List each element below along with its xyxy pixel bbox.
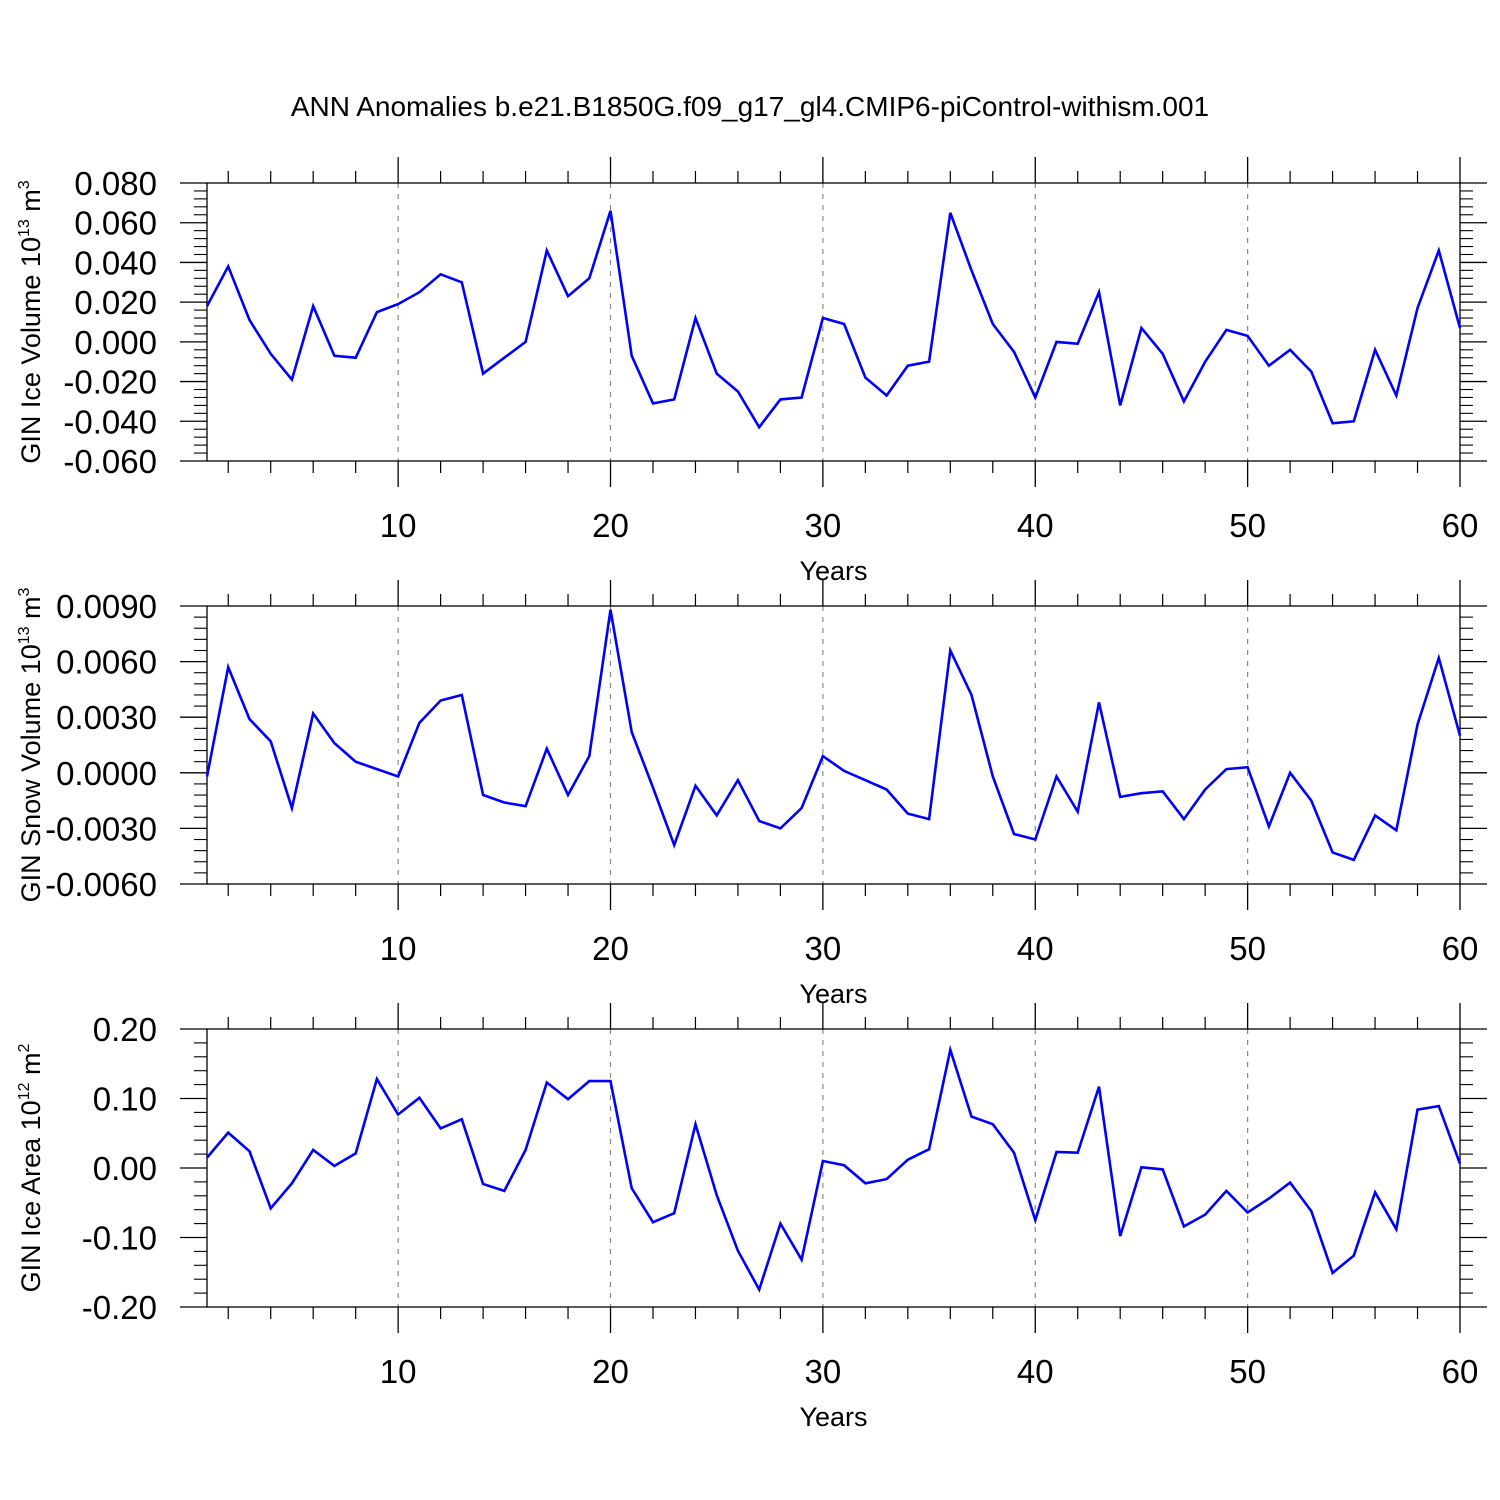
x-tick-label: 10 [380, 1353, 417, 1390]
panel-1: 10 20 30 40 50 60 -0.060-0.040-0.0200.0000.020… [16, 157, 1487, 586]
y-tick-label: 0.040 [74, 244, 157, 281]
y-axis-title-unit: m [16, 596, 46, 626]
x-tick-label: 50 [1229, 507, 1266, 544]
x-tick-label: 60 [1442, 930, 1479, 967]
x-tick-label: 40 [1017, 1353, 1054, 1390]
y-tick-label: 0.0060 [56, 644, 157, 681]
x-axis-title: Years [799, 1402, 867, 1432]
y-axis-title-text: GIN Ice Area 10 [16, 1100, 46, 1292]
series-line [206, 1044, 1462, 1293]
x-tick-label: 60 [1442, 1353, 1479, 1390]
y-axis-title-text: GIN Ice Volume 10 [16, 237, 46, 464]
y-tick-label: 0.020 [74, 284, 157, 321]
x-tick-label: 10 [380, 507, 417, 544]
x-tick-label: 60 [1442, 507, 1479, 544]
x-axis-title: Years [799, 979, 867, 1009]
series-line [205, 609, 1462, 862]
y-tick-label: 0.0090 [56, 588, 157, 625]
x-tick-label: 30 [805, 930, 842, 967]
y-axis-title-unit: m [16, 189, 46, 219]
y-tick-label: 0.000 [74, 324, 157, 361]
x-tick-label: 50 [1229, 930, 1266, 967]
chart-title: ANN Anomalies b.e21.B1850G.f09_g17_gl4.C… [290, 91, 1210, 122]
x-tick-label: 20 [592, 930, 629, 967]
y-tick-label: 0.0000 [56, 755, 157, 792]
y-tick-label: -0.0060 [45, 866, 157, 903]
y-tick-label: 0.10 [93, 1081, 157, 1118]
y-tick-label: 0.0030 [56, 699, 157, 736]
y-tick-label: -0.0030 [45, 810, 157, 847]
y-tick-label: -0.020 [63, 364, 157, 401]
x-tick-label: 40 [1017, 930, 1054, 967]
y-axis-title-exponent: 13 [16, 626, 33, 644]
y-tick-label: -0.040 [63, 403, 157, 440]
x-tick-label: 10 [380, 930, 417, 967]
y-axis-title: GIN Ice Area 1012 m2 [16, 1044, 46, 1293]
y-axis-title: GIN Ice Volume 1013 m3 [16, 180, 46, 463]
y-axis-title-unit: m [16, 1053, 46, 1083]
y-tick-label: 0.080 [74, 165, 157, 202]
x-tick-label: 40 [1017, 507, 1054, 544]
y-axis-title-text: GIN Snow Volume 10 [16, 644, 46, 902]
x-tick-label: 20 [592, 507, 629, 544]
y-tick-label: -0.10 [82, 1220, 157, 1257]
y-tick-label: 0.060 [74, 205, 157, 242]
plot-frame [206, 1028, 1461, 1308]
x-tick-label: 30 [805, 507, 842, 544]
x-tick-label: 20 [592, 1353, 629, 1390]
plot-frame [206, 605, 1461, 885]
y-tick-label: -0.20 [82, 1289, 157, 1326]
y-axis-title-unit-exponent: 3 [16, 180, 33, 189]
x-axis-title: Years [799, 556, 867, 586]
x-tick-label: 30 [805, 1353, 842, 1390]
y-axis-title-unit-exponent: 2 [16, 1044, 33, 1053]
plot-frame [206, 182, 1461, 462]
panel-3: 10 20 30 40 50 60 -0.20 -0.10 0.00 0.10 0.20 Years G… [16, 1003, 1487, 1432]
y-axis-title-unit-exponent: 3 [16, 587, 33, 596]
y-axis-title: GIN Snow Volume 1013 m3 [16, 587, 46, 902]
y-tick-label: 0.20 [93, 1011, 157, 1048]
panel-2: 10 20 30 40 50 60 -0.0060 -0.0030 0.0000 0.0030 0.… [16, 580, 1487, 1009]
y-tick-label: -0.060 [63, 443, 157, 480]
y-tick-label: 0.00 [93, 1150, 157, 1187]
x-tick-label: 50 [1229, 1353, 1266, 1390]
y-axis-title-exponent: 12 [16, 1082, 33, 1100]
series-line [205, 210, 1462, 430]
y-axis-title-exponent: 13 [16, 219, 33, 237]
